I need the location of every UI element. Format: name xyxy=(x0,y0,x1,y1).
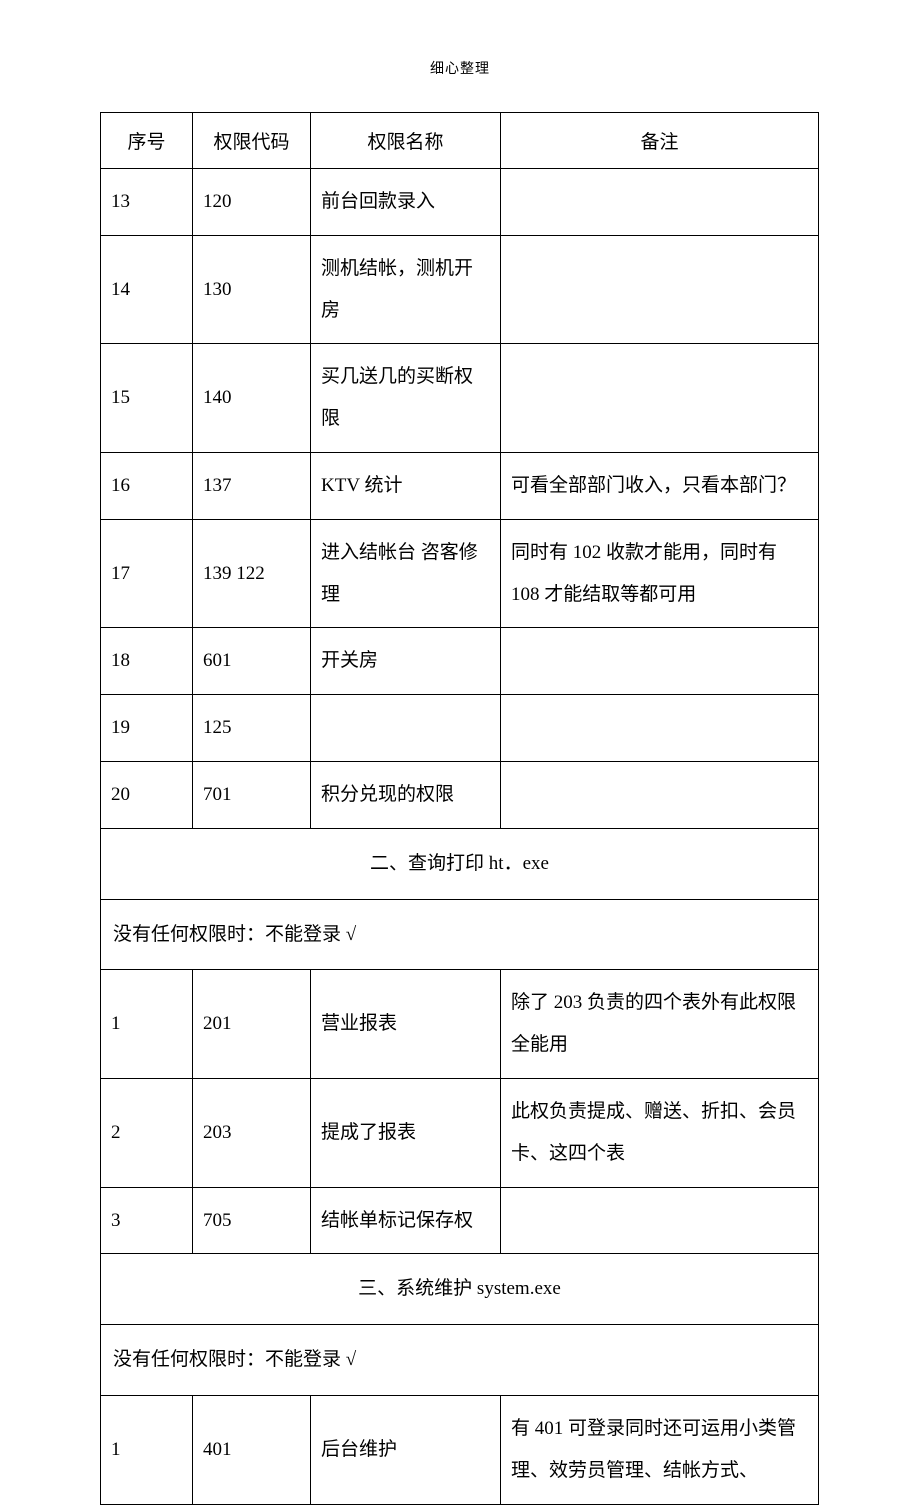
table-row: 18601开关房 xyxy=(101,628,819,695)
table-cell: 16 xyxy=(101,452,193,519)
table-row: 15140买几送几的买断权限 xyxy=(101,344,819,453)
table-cell xyxy=(501,695,819,762)
page-header-label: 细心整理 xyxy=(0,58,920,78)
table-cell: 营业报表 xyxy=(311,970,501,1079)
document-page: 细心整理 序号 权限代码 权限名称 备注 13120前台回款录入14130测机结… xyxy=(0,0,920,1505)
table-cell: 提成了报表 xyxy=(311,1078,501,1187)
col-note: 备注 xyxy=(501,113,819,169)
section-header: 三、系统维护 system.exe xyxy=(101,1254,819,1325)
table-cell: 此权负责提成、赠送、折扣、会员卡、这四个表 xyxy=(501,1078,819,1187)
table-cell: 14 xyxy=(101,235,193,344)
table-row: 三、系统维护 system.exe xyxy=(101,1254,819,1325)
table-row: 二、查询打印 ht．exe xyxy=(101,828,819,899)
table-cell: 前台回款录入 xyxy=(311,169,501,236)
table-cell xyxy=(501,169,819,236)
table-cell: 705 xyxy=(193,1187,311,1254)
table-row: 1201营业报表除了 203 负责的四个表外有此权限全能用 xyxy=(101,970,819,1079)
table-row: 没有任何权限时：不能登录 √ xyxy=(101,1325,819,1396)
table-row: 16137KTV 统计可看全部部门收入，只看本部门？ xyxy=(101,452,819,519)
table-cell: 买几送几的买断权限 xyxy=(311,344,501,453)
col-code: 权限代码 xyxy=(193,113,311,169)
col-name: 权限名称 xyxy=(311,113,501,169)
table-cell: 测机结帐，测机开房 xyxy=(311,235,501,344)
table-cell: 积分兑现的权限 xyxy=(311,761,501,828)
table-cell xyxy=(501,628,819,695)
table-cell: 201 xyxy=(193,970,311,1079)
note-row: 没有任何权限时：不能登录 √ xyxy=(101,1325,819,1396)
table-header-row: 序号 权限代码 权限名称 备注 xyxy=(101,113,819,169)
table-cell: 2 xyxy=(101,1078,193,1187)
table-row: 14130测机结帐，测机开房 xyxy=(101,235,819,344)
table-cell: 401 xyxy=(193,1395,311,1504)
table-row: 13120前台回款录入 xyxy=(101,169,819,236)
table-cell: 13 xyxy=(101,169,193,236)
table-row: 1401后台维护有 401 可登录同时还可运用小类管理、效劳员管理、结帐方式、 xyxy=(101,1395,819,1504)
note-row: 没有任何权限时：不能登录 √ xyxy=(101,899,819,970)
table-row: 20701积分兑现的权限 xyxy=(101,761,819,828)
table-cell xyxy=(311,695,501,762)
col-seq: 序号 xyxy=(101,113,193,169)
table-cell xyxy=(501,1187,819,1254)
table-cell: 后台维护 xyxy=(311,1395,501,1504)
table-cell xyxy=(501,344,819,453)
table-cell: 125 xyxy=(193,695,311,762)
table-row: 2203提成了报表此权负责提成、赠送、折扣、会员卡、这四个表 xyxy=(101,1078,819,1187)
table-cell: 进入结帐台 咨客修理 xyxy=(311,519,501,628)
table-cell xyxy=(501,235,819,344)
table-cell: 19 xyxy=(101,695,193,762)
table-row: 没有任何权限时：不能登录 √ xyxy=(101,899,819,970)
table-cell: 17 xyxy=(101,519,193,628)
table-cell xyxy=(501,761,819,828)
table-cell: 结帐单标记保存权 xyxy=(311,1187,501,1254)
table-cell: 139 122 xyxy=(193,519,311,628)
table-row: 17139 122进入结帐台 咨客修理同时有 102 收款才能用，同时有 108… xyxy=(101,519,819,628)
table-cell: 1 xyxy=(101,1395,193,1504)
table-cell: 18 xyxy=(101,628,193,695)
table-cell: 1 xyxy=(101,970,193,1079)
table-cell: 同时有 102 收款才能用，同时有 108 才能结取等都可用 xyxy=(501,519,819,628)
table-cell: 203 xyxy=(193,1078,311,1187)
table-cell: 除了 203 负责的四个表外有此权限全能用 xyxy=(501,970,819,1079)
table-cell: 140 xyxy=(193,344,311,453)
table-cell: 15 xyxy=(101,344,193,453)
table-cell: 601 xyxy=(193,628,311,695)
permissions-table: 序号 权限代码 权限名称 备注 13120前台回款录入14130测机结帐，测机开… xyxy=(100,112,819,1505)
table-cell: 有 401 可登录同时还可运用小类管理、效劳员管理、结帐方式、 xyxy=(501,1395,819,1504)
table-cell: 20 xyxy=(101,761,193,828)
table-cell: 137 xyxy=(193,452,311,519)
table-cell: 开关房 xyxy=(311,628,501,695)
table-row: 19125 xyxy=(101,695,819,762)
table-cell: KTV 统计 xyxy=(311,452,501,519)
table-row: 3705结帐单标记保存权 xyxy=(101,1187,819,1254)
table-cell: 可看全部部门收入，只看本部门？ xyxy=(501,452,819,519)
table-cell: 130 xyxy=(193,235,311,344)
table-cell: 120 xyxy=(193,169,311,236)
section-header: 二、查询打印 ht．exe xyxy=(101,828,819,899)
table-cell: 701 xyxy=(193,761,311,828)
table-cell: 3 xyxy=(101,1187,193,1254)
